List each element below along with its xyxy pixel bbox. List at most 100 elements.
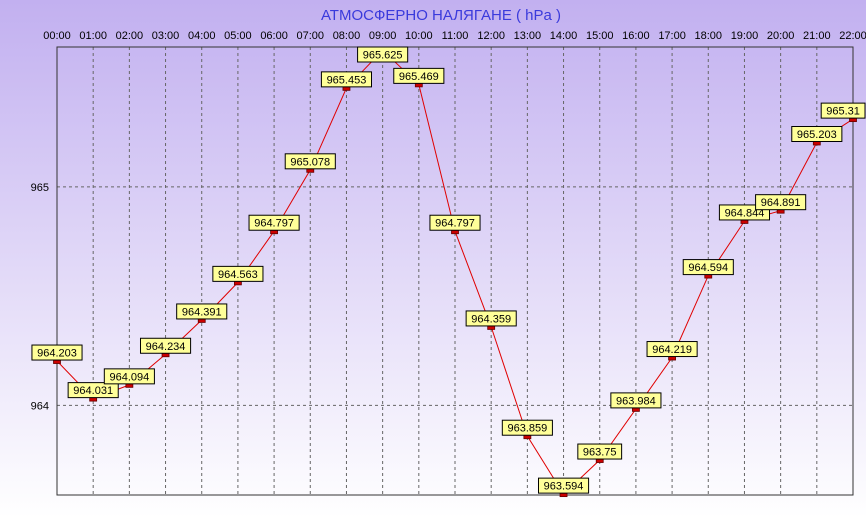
data-label: 965.203 (791, 126, 843, 143)
x-tick-label: 05:00 (224, 30, 252, 42)
data-label-box (501, 419, 553, 436)
data-label-text: 965.469 (399, 71, 439, 83)
x-tick-label: 21:00 (803, 30, 831, 42)
series: 964.203 964.031 964.094 964.234 964.391 964.5… (31, 46, 866, 498)
data-label: 964.359 (465, 310, 517, 327)
data-label: 964.234 (139, 337, 192, 354)
x-tick-label: 07:00 (297, 30, 325, 42)
data-label-text: 965.31 (826, 106, 860, 118)
axes: 00:00 01:00 02:00 03:00 04:00 05:00 06:00 07:00… (31, 30, 866, 496)
x-tick-label: 06:00 (260, 30, 288, 42)
data-label: 964.391 (176, 303, 228, 320)
data-label: 965.469 (393, 67, 445, 84)
x-tick-label: 08:00 (333, 30, 361, 42)
data-label-box (284, 153, 336, 170)
data-label-box (537, 477, 590, 494)
x-tick-label: 15:00 (586, 30, 614, 42)
data-label: 964.203 (31, 344, 83, 361)
data-label-text: 964.594 (688, 262, 728, 274)
data-label-box (176, 303, 228, 320)
data-label-box (577, 443, 623, 460)
data-label-box (465, 310, 517, 327)
x-tick-label: 02:00 (116, 30, 144, 42)
data-label-text: 963.859 (507, 423, 547, 435)
data-label: 963.984 (610, 392, 662, 409)
plot-area-border (56, 46, 854, 496)
x-tick-label: 00:00 (43, 30, 71, 42)
x-tick-label: 10:00 (405, 30, 433, 42)
data-label: 964.797 (429, 214, 481, 231)
chart-title: АТМОСФЕРНО НАЛЯГАНЕ ( hPa ) (321, 7, 561, 24)
data-label: 965.625 (357, 46, 409, 63)
data-label: 964.797 (248, 214, 300, 231)
data-label-box (357, 46, 409, 63)
data-label-text: 964.844 (725, 207, 765, 219)
data-label-text: 963.984 (616, 395, 656, 407)
data-label: 963.75 (577, 443, 623, 460)
data-label: 965.453 (320, 71, 373, 88)
grid (56, 47, 854, 495)
data-label-box (67, 382, 119, 399)
data-label-text: 964.891 (761, 197, 801, 209)
data-label-text: 964.797 (435, 218, 475, 230)
x-tick-label: 09:00 (369, 30, 397, 42)
data-label-box (755, 194, 807, 211)
data-label-text: 965.625 (363, 50, 403, 62)
x-tick-label: 22:00 (839, 30, 866, 42)
data-label-text: 965.453 (327, 74, 367, 86)
data-label-box (248, 214, 300, 231)
data-label: 965.078 (284, 153, 336, 170)
data-label-text: 964.391 (182, 306, 222, 318)
data-label-box (212, 265, 264, 282)
data-label-text: 964.031 (73, 385, 113, 397)
data-label: 964.031 (67, 382, 119, 399)
data-label: 964.891 (755, 194, 807, 211)
data-label-text: 964.219 (652, 344, 692, 356)
data-label-text: 964.563 (218, 269, 258, 281)
data-label-text: 963.75 (583, 447, 617, 459)
data-label-box (646, 341, 698, 358)
data-label-box (393, 67, 445, 84)
data-label: 965.31 (820, 102, 866, 119)
x-tick-label: 01:00 (79, 30, 107, 42)
data-label-box (31, 344, 83, 361)
data-label-box (682, 259, 734, 276)
data-label: 963.859 (501, 419, 553, 436)
x-tick-label: 16:00 (622, 30, 650, 42)
data-label: 964.219 (646, 341, 698, 358)
x-tick-label: 13:00 (514, 30, 542, 42)
data-label-text: 963.594 (544, 481, 584, 493)
data-label-box (320, 71, 373, 88)
data-label-box (610, 392, 662, 409)
x-tick-label: 11:00 (442, 30, 469, 42)
data-label: 964.594 (682, 259, 734, 276)
x-tick-label: 03:00 (152, 30, 180, 42)
x-tick-label: 20:00 (767, 30, 795, 42)
data-label-box (139, 337, 192, 354)
x-tick-label: 19:00 (731, 30, 759, 42)
data-label: 964.563 (212, 265, 264, 282)
data-label-box (820, 102, 866, 119)
data-label-text: 965.078 (290, 156, 330, 168)
data-label-text: 964.797 (254, 218, 294, 230)
y-tick-label: 965 (31, 182, 49, 194)
x-tick-label: 12:00 (477, 30, 505, 42)
data-label-text: 964.359 (471, 313, 511, 325)
data-label-text: 964.203 (37, 348, 77, 360)
data-label-text: 965.203 (797, 129, 837, 141)
data-label-box (429, 214, 481, 231)
data-label-text: 964.094 (109, 371, 149, 383)
data-label: 963.594 (537, 477, 590, 494)
data-label: 964.094 (103, 368, 155, 385)
data-label-text: 964.234 (146, 341, 186, 353)
x-tick-label: 14:00 (550, 30, 578, 42)
x-tick-label: 17:00 (658, 30, 686, 42)
y-tick-label: 964 (31, 400, 49, 412)
data-label-box (791, 126, 843, 143)
x-tick-label: 18:00 (695, 30, 723, 42)
data-label-box (103, 368, 155, 385)
x-tick-label: 04:00 (188, 30, 216, 42)
